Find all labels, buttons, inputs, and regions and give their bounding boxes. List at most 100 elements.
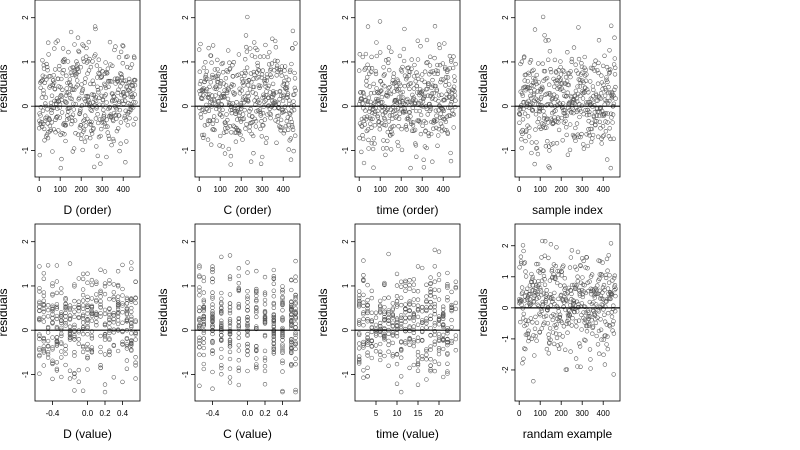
data-point <box>55 76 61 82</box>
data-point <box>107 316 112 321</box>
data-point <box>210 43 216 48</box>
data-point <box>293 133 298 138</box>
data-point <box>248 159 254 164</box>
data-point <box>520 243 526 248</box>
data-point <box>613 65 618 70</box>
data-point <box>98 305 103 310</box>
data-point <box>248 106 253 112</box>
data-point <box>526 318 531 323</box>
data-point <box>453 348 458 353</box>
data-point <box>527 125 532 130</box>
data-point <box>570 132 576 138</box>
data-point <box>85 297 90 303</box>
y-axis-label: residuals <box>0 64 10 112</box>
data-point <box>366 95 372 100</box>
data-point <box>222 88 227 93</box>
data-point <box>201 278 206 284</box>
data-point <box>50 358 55 363</box>
data-point <box>390 332 395 337</box>
data-point <box>523 138 528 144</box>
data-point <box>612 273 617 278</box>
data-point <box>420 354 425 359</box>
data-point <box>413 79 418 84</box>
data-point <box>227 380 233 385</box>
data-point <box>524 322 529 327</box>
data-point <box>271 294 276 299</box>
data-point <box>610 120 615 125</box>
plot-frame <box>354 223 461 402</box>
data-point <box>103 60 108 65</box>
y-axis-label: residuals <box>156 64 170 112</box>
data-point <box>206 95 212 101</box>
data-point <box>276 101 281 106</box>
data-point <box>577 341 582 346</box>
data-point <box>441 337 446 342</box>
data-point <box>557 84 562 90</box>
data-point <box>219 290 224 296</box>
data-point <box>553 108 558 113</box>
data-point <box>604 299 609 304</box>
data-point <box>227 366 233 371</box>
data-point <box>543 298 548 303</box>
data-point <box>602 53 607 58</box>
data-point <box>71 107 76 112</box>
data-point <box>111 290 116 295</box>
data-point <box>544 346 550 352</box>
data-point <box>217 91 222 96</box>
data-point <box>227 375 233 380</box>
data-point <box>586 288 591 294</box>
data-point <box>451 84 457 89</box>
data-point <box>607 273 612 278</box>
data-point <box>587 109 592 115</box>
data-point <box>394 294 400 299</box>
data-point <box>201 290 206 295</box>
data-point <box>85 341 90 347</box>
data-point <box>51 80 57 85</box>
data-point <box>559 273 564 278</box>
data-point <box>518 61 523 67</box>
data-point <box>603 304 608 309</box>
data-point <box>609 291 614 296</box>
data-point <box>367 109 372 114</box>
data-point <box>568 302 573 308</box>
data-point <box>88 81 93 87</box>
data-point <box>411 318 416 323</box>
data-point <box>227 308 233 313</box>
y-tick-label: 2 <box>501 243 510 248</box>
data-point <box>237 128 242 134</box>
data-point <box>394 298 400 304</box>
data-point <box>59 340 64 345</box>
data-point <box>277 88 283 94</box>
data-point <box>403 306 408 311</box>
data-point <box>42 118 48 123</box>
data-point <box>271 349 276 354</box>
data-point <box>293 340 298 345</box>
data-point <box>527 303 533 308</box>
data-point <box>445 371 450 376</box>
data-point <box>133 363 138 368</box>
data-point <box>610 112 616 117</box>
data-point <box>120 320 125 325</box>
data-point <box>598 296 603 301</box>
data-point <box>390 312 395 317</box>
x-tick-label: 300 <box>576 185 590 194</box>
data-point <box>584 72 589 77</box>
data-point <box>360 101 365 106</box>
data-point <box>120 379 125 385</box>
data-point <box>421 165 427 170</box>
data-point <box>578 263 583 268</box>
data-point <box>258 111 264 116</box>
data-point <box>81 43 86 49</box>
data-point <box>271 344 276 350</box>
data-point <box>108 112 113 117</box>
data-point <box>133 78 138 83</box>
data-point <box>540 238 545 244</box>
data-point <box>231 123 236 128</box>
data-point <box>377 127 382 132</box>
data-point <box>280 360 285 366</box>
data-point <box>399 302 404 308</box>
data-point <box>120 262 125 268</box>
data-point <box>415 368 421 373</box>
